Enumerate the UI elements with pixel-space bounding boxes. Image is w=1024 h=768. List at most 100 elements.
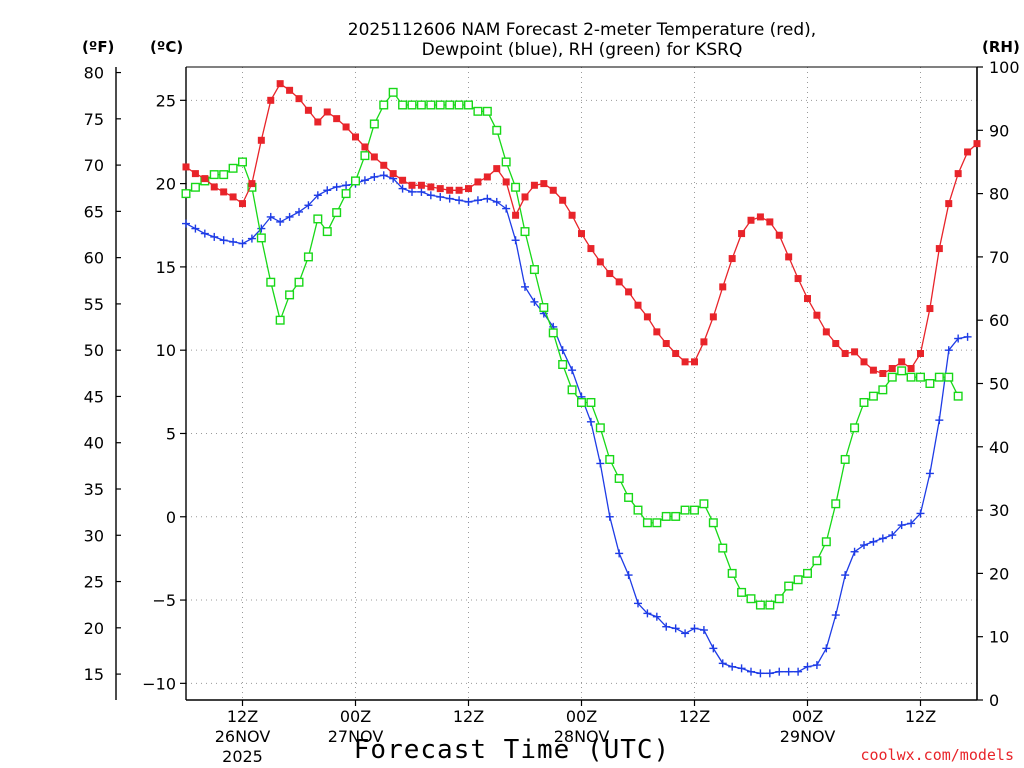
- rh-point: [360, 151, 370, 161]
- dewpoint-point: [408, 187, 416, 196]
- rh-point: [850, 423, 860, 433]
- fahrenheit-tick-label: 60: [84, 249, 104, 268]
- temperature-point: [747, 216, 755, 224]
- x-tick-year-label: 2025: [222, 747, 263, 766]
- rh-point: [294, 277, 304, 287]
- rh-point: [812, 556, 822, 566]
- rh-point: [379, 100, 389, 110]
- temperature-point: [672, 350, 680, 358]
- rh-point: [407, 100, 417, 110]
- temperature-point: [191, 170, 199, 178]
- series-line: [185, 91, 959, 606]
- fahrenheit-tick-label: 80: [84, 64, 104, 83]
- dewpoint-point: [266, 212, 275, 221]
- fahrenheit-tick-label: 70: [84, 156, 104, 175]
- x-tick-date-label: 27NOV: [328, 727, 384, 746]
- rh-point: [624, 492, 634, 502]
- dewpoint-point: [276, 217, 285, 226]
- rh-point: [605, 454, 615, 464]
- temperature-point: [596, 258, 604, 266]
- dewpoint-point: [831, 611, 840, 620]
- rh-point: [369, 119, 379, 129]
- fahrenheit-tick-label: 55: [84, 295, 104, 314]
- fahrenheit-tick-label: 20: [84, 619, 104, 638]
- rh-point: [228, 163, 238, 173]
- dewpoint-point: [304, 201, 313, 210]
- dewpoint-point: [897, 521, 906, 530]
- dewpoint-point: [737, 664, 746, 673]
- dewpoint-point: [417, 187, 426, 196]
- rh-point: [341, 189, 351, 199]
- dewpoint-point: [916, 509, 925, 518]
- temperature-point: [465, 185, 472, 193]
- x-tick-label: 00Z: [340, 707, 371, 726]
- temperature-point: [587, 245, 595, 253]
- dewpoint-point: [860, 541, 868, 550]
- rh-point: [793, 575, 803, 585]
- rh-point: [897, 366, 907, 376]
- temperature-point: [530, 181, 538, 189]
- rh-tick-label: 70: [989, 248, 1009, 267]
- temperature-point: [352, 133, 359, 141]
- series-dewpoint: [182, 171, 972, 678]
- temperature-point: [389, 170, 397, 178]
- rh-tick-label: 20: [989, 564, 1009, 583]
- dewpoint-point: [558, 346, 567, 355]
- rh-point: [237, 157, 247, 167]
- x-tick-label: 12Z: [453, 707, 484, 726]
- credit-text: coolwx.com/models: [860, 746, 1014, 764]
- dewpoint-point: [907, 519, 916, 528]
- dewpoint-point: [747, 667, 755, 676]
- dewpoint-point: [765, 669, 774, 678]
- rh-point: [511, 182, 521, 192]
- temperature-point: [973, 140, 981, 148]
- dewpoint-point: [954, 334, 963, 343]
- dewpoint-point: [888, 531, 897, 540]
- x-tick-date-label: 29NOV: [780, 727, 836, 746]
- temperature-point: [408, 181, 416, 189]
- dewpoint-point: [398, 184, 407, 193]
- rh-point: [501, 157, 511, 167]
- dewpoint-point: [690, 624, 699, 633]
- temperature-point: [568, 211, 576, 219]
- celsius-tick-label: 5: [166, 424, 176, 443]
- temperature-point: [756, 213, 764, 221]
- rh-point: [567, 385, 577, 395]
- dewpoint-point: [502, 204, 511, 213]
- dewpoint-point: [464, 197, 473, 206]
- rh-point: [614, 473, 624, 483]
- rh-point: [944, 372, 954, 382]
- temperature-point: [210, 183, 218, 191]
- rh-point: [454, 100, 464, 110]
- rh-point: [906, 372, 916, 382]
- rh-point: [558, 360, 568, 370]
- dewpoint-point: [963, 332, 972, 341]
- temperature-point: [785, 253, 793, 261]
- dewpoint-point: [812, 661, 821, 670]
- temperature-point: [888, 365, 896, 373]
- dewpoint-point: [379, 171, 388, 180]
- rh-point: [661, 511, 671, 521]
- temperature-point: [691, 358, 698, 366]
- dewpoint-point: [426, 191, 435, 200]
- temperature-point: [681, 358, 689, 366]
- dewpoint-point: [200, 229, 209, 238]
- dewpoint-point: [247, 234, 256, 243]
- temperature-point: [662, 340, 670, 348]
- temperature-point: [728, 255, 736, 263]
- series-line: [185, 174, 968, 674]
- dewpoint-point: [850, 547, 859, 556]
- rh-point: [831, 499, 841, 509]
- dewpoint-point: [935, 416, 944, 425]
- fahrenheit-tick-label: 65: [84, 202, 104, 221]
- temperature-point: [935, 245, 943, 253]
- temperature-point: [239, 200, 246, 208]
- dewpoint-point: [671, 624, 680, 633]
- rh-point: [303, 252, 313, 262]
- rh-tick-label: 50: [989, 375, 1009, 394]
- temperature-point: [370, 153, 378, 161]
- dewpoint-point: [342, 181, 351, 190]
- temperature-point: [417, 181, 425, 189]
- rh-point: [275, 315, 285, 325]
- rh-point: [765, 600, 775, 610]
